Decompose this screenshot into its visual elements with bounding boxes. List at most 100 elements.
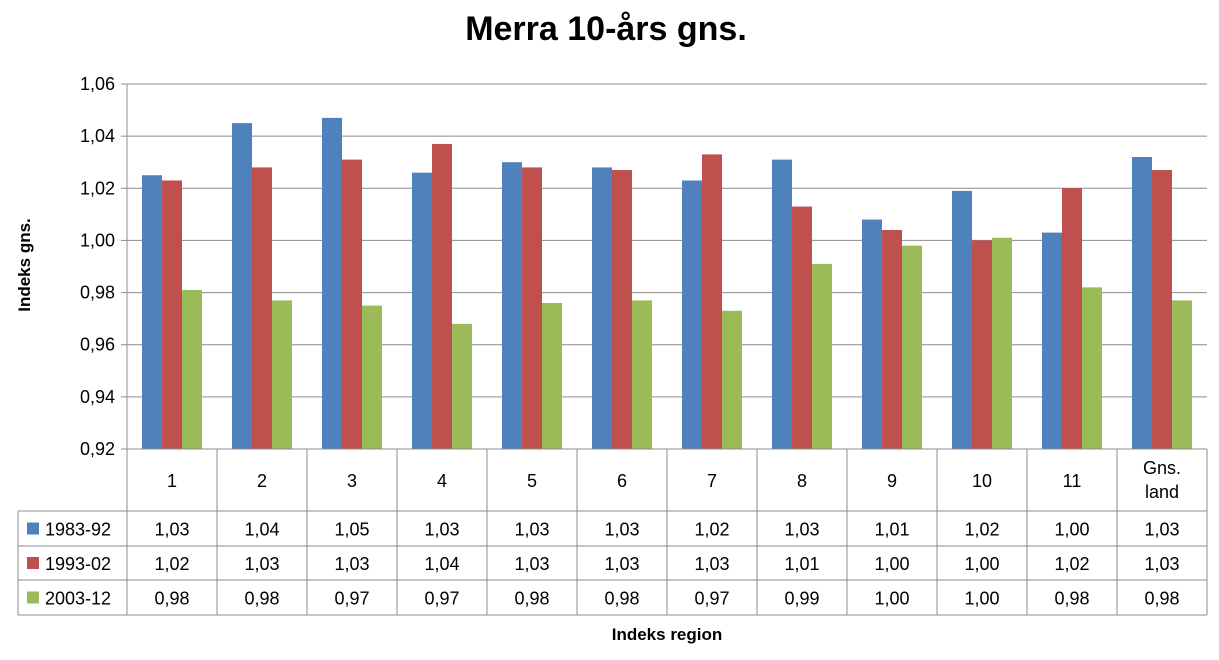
y-tick-label: 0,98 — [80, 283, 115, 303]
data-label: 1,03 — [1144, 554, 1179, 574]
chart-title: Merra 10-års gns. — [465, 10, 747, 48]
data-label: 0,97 — [694, 589, 729, 609]
bar-1993-02-8 — [792, 206, 812, 449]
data-label: 1,00 — [964, 589, 999, 609]
bar-2003-12-8 — [812, 263, 832, 449]
bar-1993-02-1 — [162, 180, 182, 449]
data-label: 1,03 — [784, 520, 819, 540]
data-label: 1,01 — [784, 554, 819, 574]
data-label: 0,98 — [1054, 589, 1089, 609]
bar-1983-92-6 — [592, 167, 612, 449]
category-label: 4 — [437, 471, 447, 491]
bar-1993-02-5 — [522, 167, 542, 449]
bar-1993-02-4 — [432, 143, 452, 449]
y-tick-label: 1,04 — [80, 126, 115, 146]
bar-1993-02-6 — [612, 170, 632, 450]
bar-2003-12-7 — [722, 310, 742, 449]
bar-1993-02-10 — [972, 240, 992, 449]
category-label: 1 — [167, 471, 177, 491]
y-axis-title: Indeks gns. — [15, 218, 34, 312]
data-label: 1,02 — [154, 554, 189, 574]
y-tick-label: 1,02 — [80, 178, 115, 198]
bar-2003-12-5 — [542, 303, 562, 449]
bar-2003-12-1 — [182, 289, 202, 449]
data-label: 1,03 — [604, 554, 639, 574]
data-label: 0,98 — [514, 589, 549, 609]
y-tick-label: 0,94 — [80, 387, 115, 407]
data-label: 0,98 — [1144, 589, 1179, 609]
legend-label: 1993-02 — [45, 554, 111, 574]
data-table: 1 2 3 4 5 6 7 8 9 10 11 Gns. land 1983-92 1,03 1,04 1,05… — [17, 448, 1208, 616]
bar-1983-92-4 — [412, 172, 432, 449]
bar-1993-02-7 — [702, 154, 722, 449]
bar-2003-12-11 — [1082, 287, 1102, 449]
legend-key-1983-92 — [27, 522, 39, 535]
bar-1983-92-1 — [142, 175, 162, 449]
data-label: 1,00 — [964, 554, 999, 574]
bar-1993-02-2 — [252, 167, 272, 449]
data-label: 0,99 — [784, 589, 819, 609]
data-label: 1,02 — [694, 520, 729, 540]
category-label: Gns. land — [1143, 458, 1181, 502]
data-label: 1,03 — [604, 520, 639, 540]
bar-1983-92-3 — [322, 117, 342, 450]
bar-1983-92-2 — [232, 123, 252, 449]
data-label: 1,02 — [964, 520, 999, 540]
data-label: 0,98 — [154, 589, 189, 609]
bar-1993-02-Gns. land — [1152, 170, 1172, 450]
y-tick-label: 0,92 — [80, 439, 115, 459]
data-label: 1,03 — [424, 520, 459, 540]
category-label: 6 — [617, 471, 627, 491]
bar-2003-12-3 — [362, 305, 382, 449]
data-label: 1,04 — [244, 520, 279, 540]
bar-2003-12-4 — [452, 323, 472, 449]
data-label: 0,98 — [244, 589, 279, 609]
data-label: 0,97 — [334, 589, 369, 609]
data-label: 1,04 — [424, 554, 459, 574]
data-label: 1,03 — [694, 554, 729, 574]
legend-key-2003-12 — [27, 591, 39, 604]
bar-2003-12-Gns. land — [1172, 300, 1192, 449]
bars — [142, 117, 1192, 450]
data-label: 1,03 — [154, 520, 189, 540]
data-label: 1,03 — [514, 520, 549, 540]
bar-2003-12-9 — [902, 245, 922, 449]
y-tick-label: 1,00 — [80, 230, 115, 250]
category-label: 11 — [1063, 471, 1082, 491]
bar-1993-02-9 — [882, 230, 902, 449]
data-label: 0,98 — [604, 589, 639, 609]
x-axis-title: Indeks region — [612, 625, 723, 644]
data-label: 1,01 — [874, 520, 909, 540]
bar-2003-12-2 — [272, 300, 292, 449]
bar-1983-92-Gns. land — [1132, 157, 1152, 449]
legend-label: 1983-92 — [45, 520, 111, 540]
category-label: 2 — [257, 471, 267, 491]
data-label: 1,03 — [514, 554, 549, 574]
category-label: 10 — [972, 471, 992, 491]
data-label: 1,03 — [244, 554, 279, 574]
bar-1993-02-3 — [342, 159, 362, 449]
bar-1983-92-5 — [502, 162, 522, 449]
category-label: 5 — [527, 471, 537, 491]
data-label: 1,05 — [334, 520, 369, 540]
y-tick-label: 1,06 — [80, 74, 115, 94]
y-tick-label: 0,96 — [80, 335, 115, 355]
bar-1983-92-8 — [772, 159, 792, 449]
category-label: 8 — [797, 471, 807, 491]
bar-1983-92-7 — [682, 180, 702, 449]
data-label: 1,00 — [874, 554, 909, 574]
bar-1983-92-10 — [952, 190, 972, 449]
legend-key-1993-02 — [27, 557, 39, 569]
category-label: 7 — [707, 471, 717, 491]
data-label: 1,00 — [1054, 520, 1089, 540]
data-label: 1,03 — [1144, 520, 1179, 540]
axes: 0,92 0,94 0,96 0,98 1,00 1,02 1,04 1,06 — [80, 74, 128, 459]
data-label: 1,00 — [874, 589, 909, 609]
data-label: 1,03 — [334, 554, 369, 574]
bar-1983-92-9 — [862, 219, 882, 449]
bar-1993-02-11 — [1062, 188, 1082, 450]
legend-label: 2003-12 — [45, 589, 111, 609]
category-label: 3 — [347, 471, 357, 491]
bar-2003-12-6 — [632, 300, 652, 449]
